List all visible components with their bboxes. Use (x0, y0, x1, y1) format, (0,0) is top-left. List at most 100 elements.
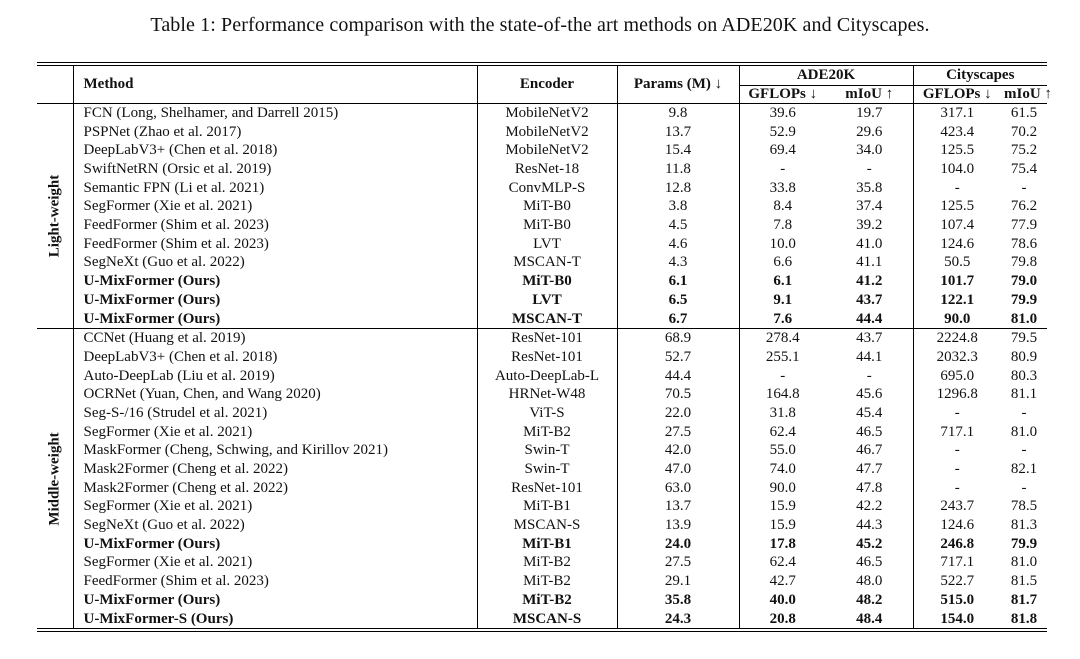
ade-gflops-cell: 62.4 (738, 422, 826, 442)
params-cell: 44.4 (616, 366, 739, 386)
city-gflops-cell: 154.0 (912, 609, 1001, 629)
params-cell: 6.5 (616, 291, 739, 310)
ade-gflops-cell: 52.9 (738, 122, 826, 142)
table-row: U-MixFormer (Ours) MSCAN-T 6.7 7.6 44.4 90.0 8… (37, 309, 1047, 329)
ade-miou-cell: 34.0 (856, 142, 883, 159)
table-row: Mask2Former (Cheng et al. 2022) Swin-T 47.… (37, 460, 1047, 479)
encoder-cell: Swin-T (476, 441, 617, 461)
encoder-cell: LVT (476, 235, 617, 254)
city-gflops-cell: 101.7 (912, 272, 1001, 292)
city-miou-cell: 81.7 (1010, 591, 1038, 608)
ade-gflops-cell: 69.4 (738, 141, 826, 161)
method-cell: U-MixFormer (Ours) (72, 309, 477, 329)
method-cell: Auto-DeepLab (Liu et al. 2019) (72, 366, 477, 386)
params-cell: 13.7 (616, 122, 739, 142)
group-label-cell: Light-weight (37, 103, 73, 329)
ade-miou-cell: 19.7 (826, 103, 913, 123)
method-cell: Semantic FPN (Li et al. 2021) (72, 178, 477, 198)
table-row: SegFormer (Xie et al. 2021) MiT-B0 3.8 8.4 3… (37, 197, 1047, 217)
ade-miou-cell: 39.2 (856, 217, 883, 234)
encoder-cell: MSCAN-S (476, 516, 617, 536)
ade-miou-cell: 48.0 (856, 573, 883, 590)
ade-miou-cell: 44.1 (856, 348, 883, 365)
encoder-cell: ResNet-101 (476, 328, 617, 349)
ade-gflops-cell: - (738, 366, 826, 386)
params-cell: 11.8 (616, 160, 739, 179)
params-cell: 35.8 (616, 591, 739, 610)
ade-gflops-cell: 15.9 (738, 516, 826, 536)
ade-gflops-cell: 8.4 (738, 197, 826, 217)
params-cell: 12.8 (616, 178, 739, 198)
table-row: SegFormer (Xie et al. 2021) MiT-B2 27.5 62.… (37, 422, 1047, 442)
method-cell: U-MixFormer (Ours) (72, 291, 477, 310)
header-city-miou: mIoU ↑ (1004, 86, 1052, 102)
ade-miou-cell: 47.8 (856, 479, 883, 496)
encoder-cell: ViT-S (476, 404, 617, 423)
encoder-cell: MiT-B0 (476, 197, 617, 217)
params-cell: 4.3 (616, 253, 739, 273)
encoder-cell: MiT-B0 (476, 272, 617, 292)
table-row: OCRNet (Yuan, Chen, and Wang 2020) HRNet-… (37, 385, 1047, 405)
ade-gflops-cell: 42.7 (738, 572, 826, 592)
ade-gflops-cell: 39.6 (738, 103, 826, 123)
city-miou-cell: 78.6 (1010, 235, 1038, 252)
params-cell: 15.4 (616, 141, 739, 161)
ade-gflops-cell: 15.9 (738, 497, 826, 517)
bottom-rule (37, 628, 1047, 633)
city-gflops-cell: 317.1 (912, 103, 1001, 123)
city-miou-cell: 81.5 (1010, 573, 1038, 590)
encoder-cell: MiT-B2 (476, 591, 617, 610)
table-row: U-MixFormer (Ours) MiT-B2 35.8 40.0 48.2 515.… (37, 591, 1047, 610)
method-cell: SegFormer (Xie et al. 2021) (72, 553, 477, 573)
encoder-cell: Swin-T (476, 460, 617, 479)
city-miou-cell: - (1021, 179, 1027, 196)
encoder-cell: ResNet-101 (476, 478, 617, 498)
city-gflops-cell: 2032.3 (912, 348, 1001, 367)
city-gflops-cell: 717.1 (912, 553, 1001, 573)
city-gflops-cell: - (912, 404, 1001, 423)
encoder-cell: Auto-DeepLab-L (476, 366, 617, 386)
table-row: U-MixFormer (Ours) MiT-B1 24.0 17.8 45.2 246.… (37, 535, 1047, 554)
table-row: SwiftNetRN (Orsic et al. 2019) ResNet-18 1… (37, 160, 1047, 179)
city-gflops-cell: 2224.8 (912, 328, 1001, 349)
encoder-cell: ConvMLP-S (476, 178, 617, 198)
city-miou-cell: 79.8 (1010, 254, 1038, 271)
city-miou-cell: 81.0 (1010, 423, 1038, 440)
ade-miou-cell: 41.2 (856, 273, 883, 290)
city-miou-cell: 81.0 (1010, 554, 1038, 571)
ade-gflops-cell: 255.1 (738, 348, 826, 367)
params-cell: 29.1 (616, 572, 739, 592)
ade-gflops-cell: 10.0 (738, 235, 826, 254)
ade-gflops-cell: 20.8 (738, 609, 826, 629)
encoder-cell: MiT-B2 (476, 553, 617, 573)
city-gflops-cell: 90.0 (912, 309, 1001, 329)
encoder-cell: LVT (476, 291, 617, 310)
table-row: MaskFormer (Cheng, Schwing, and Kirillov… (37, 441, 1047, 461)
city-gflops-cell: 125.5 (912, 197, 1001, 217)
params-cell: 63.0 (616, 478, 739, 498)
encoder-cell: MSCAN-T (476, 309, 617, 329)
ade-miou-cell: 46.5 (856, 423, 883, 440)
table-row: U-MixFormer-S (Ours) MSCAN-S 24.3 20.8 48.4 1… (37, 609, 1047, 629)
encoder-cell: MiT-B2 (476, 572, 617, 592)
method-cell: DeepLabV3+ (Chen et al. 2018) (72, 348, 477, 367)
city-miou-cell: 61.5 (1001, 103, 1047, 123)
method-cell: FeedFormer (Shim et al. 2023) (72, 572, 477, 592)
ade-miou-cell: 35.8 (856, 179, 883, 196)
encoder-cell: MiT-B0 (476, 216, 617, 236)
city-miou-cell: 82.1 (1010, 461, 1038, 477)
city-gflops-cell: 104.0 (912, 160, 1001, 179)
ade-gflops-cell: 7.8 (738, 216, 826, 236)
ade-gflops-cell: 17.8 (738, 535, 826, 554)
ade-miou-cell: 29.6 (856, 123, 883, 140)
ade-miou-cell: 42.2 (856, 498, 883, 515)
city-miou-cell: - (1021, 442, 1027, 459)
params-cell: 13.7 (616, 497, 739, 517)
city-gflops-cell: 124.6 (912, 235, 1001, 254)
params-cell: 4.6 (616, 235, 739, 254)
header-ade-gflops: GFLOPs ↓ (738, 85, 826, 104)
params-cell: 6.1 (616, 272, 739, 292)
method-cell: CCNet (Huang et al. 2019) (72, 328, 477, 349)
header-params: Params (M) ↓ (616, 65, 739, 104)
ade-gflops-cell: 33.8 (738, 178, 826, 198)
